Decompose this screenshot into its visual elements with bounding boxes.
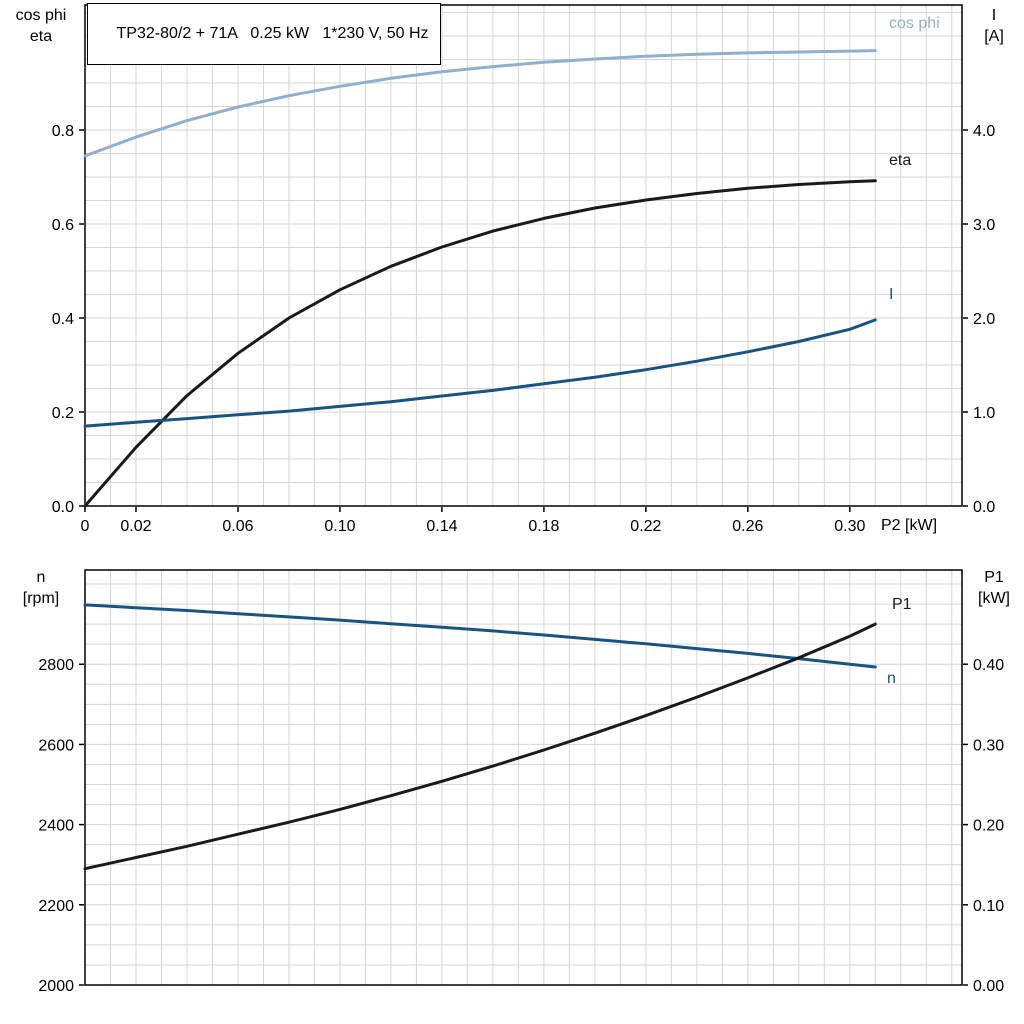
top-right-axis-label: I [A] [966,5,1022,47]
chart-title: TP32-80/2 + 71A 0.25 kW 1*230 V, 50 Hz [116,25,429,42]
x-tick-label: 0.26 [732,518,763,535]
chart-canvas: 0 0.02 0.06 0.10 0.14 0.18 0.22 0.26 0.30 0.0 0.2 0… [52,4,996,535]
right-tick-label: 0.40 [973,657,1004,674]
top-left-axis-label: cos phi eta [0,5,82,47]
tick-marks [79,129,968,512]
x-tick-label: 0.14 [426,518,457,535]
axis-label-rpm-unit: [rpm] [22,590,60,607]
axis-label-p1: P1 [984,569,1004,586]
left-tick-label: 2800 [38,657,74,674]
bottom-right-axis-label: P1 [kW] [966,567,1022,609]
right-tick-label: 0.00 [973,978,1004,995]
axis-label-current: I [991,7,997,24]
left-tick-label: 2600 [38,737,74,754]
curve-n [83,603,877,669]
curve-label-p1: P1 [892,596,912,613]
top-chart: 0 0.02 0.06 0.10 0.14 0.18 0.22 0.26 0.30 0.0 0.2 0… [52,4,996,535]
curve-cos-phi [83,49,877,158]
title-box: TP32-80/2 + 71A 0.25 kW 1*230 V, 50 Hz [87,3,441,65]
bottom-left-axis-label: n [rpm] [0,567,82,609]
bottom-chart: 2000 2200 2400 2600 2800 0.00 0.10 0.20 0.30 0.40 [0,558,1024,1024]
tick-labels: 2000 2200 2400 2600 2800 0.00 0.10 0.20 0.30 0.40 [38,657,1004,995]
chart-canvas: 2000 2200 2400 2600 2800 0.00 0.10 0.20 0.30 0.40 [38,569,1004,995]
right-tick-label: 4.0 [973,123,995,140]
right-tick-label: 0.30 [973,737,1004,754]
right-tick-label: 0.10 [973,898,1004,915]
curve-i [83,318,877,428]
curve-label-n: n [887,670,896,687]
axis-label-cos-phi: cos phi [15,7,67,24]
axis-label-ampere-unit: [A] [984,28,1004,45]
x-tick-label: 0.30 [834,518,865,535]
x-tick-label: 0.10 [324,518,355,535]
axis-label-speed: n [36,569,46,586]
left-tick-label: 2000 [38,978,74,995]
right-tick-label: 3.0 [973,217,995,234]
right-tick-label: 2.0 [973,311,995,328]
x-tick-label: 0.18 [528,518,559,535]
left-tick-label: 0.8 [52,123,74,140]
plot-border [84,4,963,507]
left-tick-label: 2200 [38,898,74,915]
axis-label-eta: eta [29,28,53,45]
curve-label-current: I [889,286,894,303]
axis-label-kw-unit: [kW] [978,590,1010,607]
left-tick-label: 0.2 [52,405,74,422]
grid [85,570,962,985]
curve-label-eta: eta [889,152,912,169]
x-tick-label: 0.22 [630,518,661,535]
x-tick-label: 0.06 [222,518,253,535]
tick-labels: 0 0.02 0.06 0.10 0.14 0.18 0.22 0.26 0.30 0.0 0.2 0… [52,123,996,535]
x-axis-label-p2: P2 [kW] [881,517,938,534]
grid [85,5,962,506]
left-tick-label: 0.4 [52,311,74,328]
x-tick-label: 0.02 [120,518,151,535]
tick-marks [79,663,968,986]
left-tick-label: 0.6 [52,217,74,234]
left-tick-label: 0.0 [52,499,74,516]
curve-eta [83,179,877,508]
plot-border [84,569,963,986]
right-tick-label: 0.0 [973,499,995,516]
curve-label-cos-phi: cos phi [889,15,940,32]
right-tick-label: 1.0 [973,405,995,422]
right-tick-label: 0.20 [973,818,1004,835]
x-tick-label: 0 [81,518,90,535]
left-tick-label: 2400 [38,818,74,835]
curve-p1 [83,622,877,871]
